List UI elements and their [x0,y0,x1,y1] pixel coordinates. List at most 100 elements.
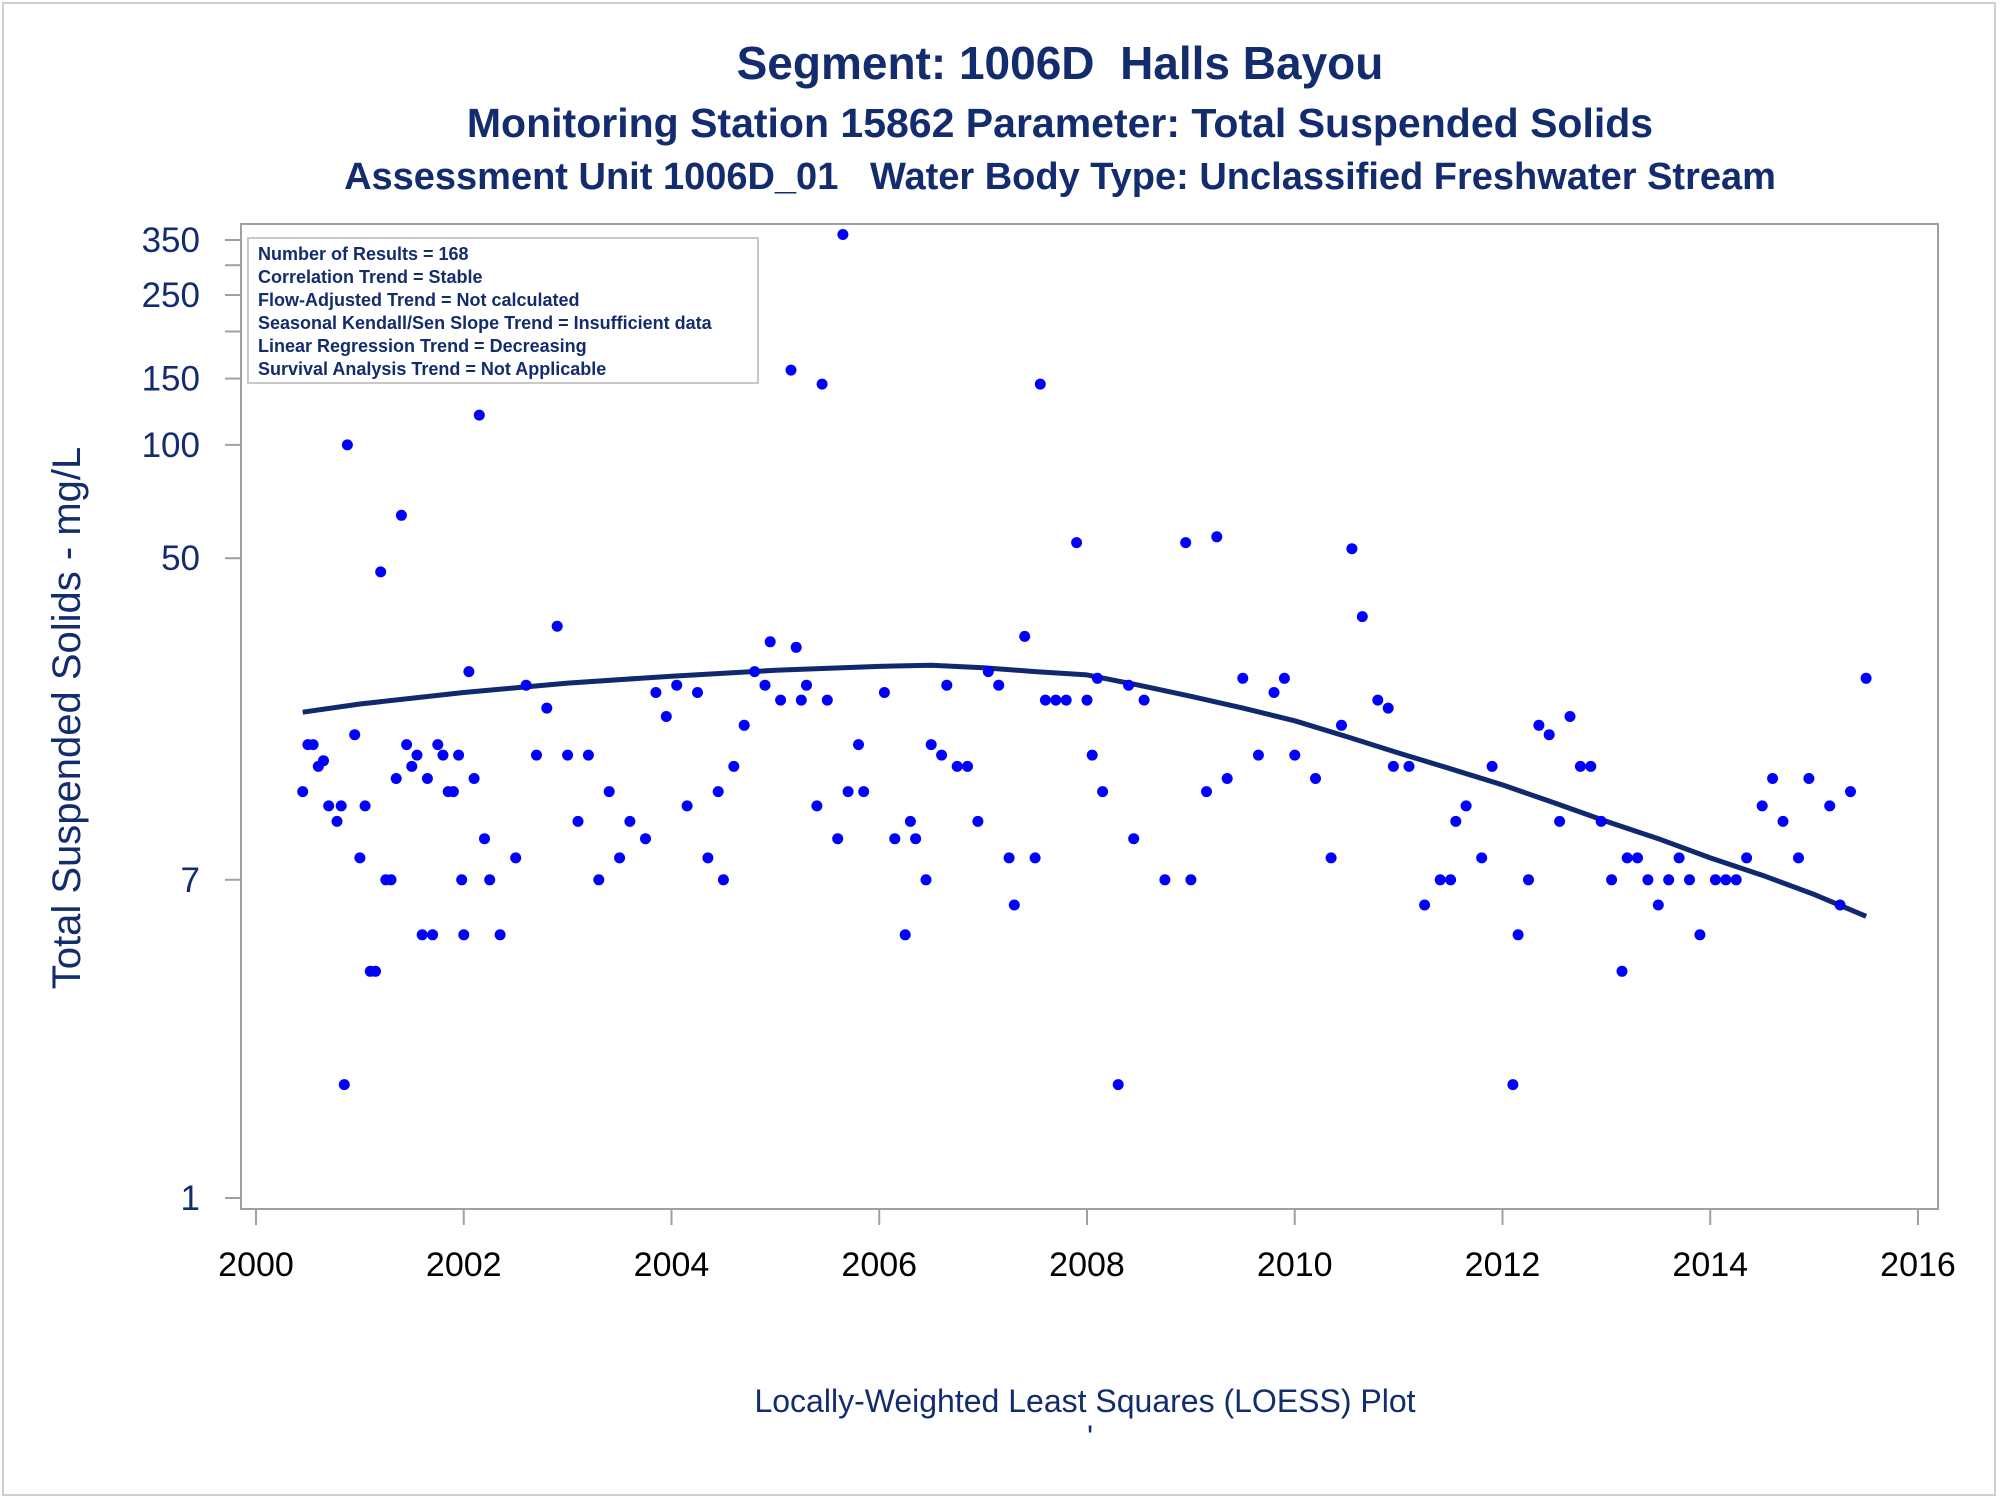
data-point [1720,874,1732,886]
loess-curve [302,662,1868,919]
stats-box-border [247,237,759,384]
data-point [899,929,911,941]
data-point [1793,852,1804,864]
stat-seasonal-kendall-trend: Seasonal Kendall/Sen Slope Trend = Insuf… [258,313,713,333]
data-point [1694,929,1706,941]
data-point [1595,815,1607,827]
chart-subtitle-assessment: Assessment Unit 1006D_01 Water Body Type… [344,156,1776,198]
data-point [1673,852,1685,864]
footnote-mark: ' [1087,1419,1093,1455]
data-point [572,815,584,827]
data-point [1523,874,1534,886]
data-point [1642,874,1654,886]
data-point [1336,719,1347,731]
data-point [1278,672,1290,684]
data-point [1325,852,1337,864]
data-point [1512,929,1524,941]
data-point [1112,1079,1124,1091]
data-point [1128,833,1140,845]
data-point [1730,874,1742,886]
y-tick-label: 100 [142,426,200,465]
data-point [1450,815,1462,827]
stat-flow-adjusted-trend: Flow-Adjusted Trend = Not calculated [258,290,580,310]
x-tick-label: 2002 [426,1246,502,1284]
data-point [1356,611,1368,623]
data-point [904,815,916,827]
data-point [816,378,828,390]
data-point [562,749,574,761]
data-point [1060,694,1072,706]
data-point [702,852,714,864]
data-point [1606,874,1618,886]
data-point [1081,694,1093,706]
x-tick-label: 2006 [841,1246,917,1284]
data-point [821,694,833,706]
chart-title: Segment: 1006D Halls Bayou [736,37,1384,89]
data-point [832,833,844,845]
data-point [775,694,787,706]
data-point [1564,711,1576,722]
data-point [1445,874,1457,886]
data-point [1382,702,1394,714]
data-point [1237,672,1249,684]
data-point [1616,965,1628,977]
x-tick-label: 2004 [634,1246,710,1284]
data-point [764,636,776,648]
data-point [395,509,407,521]
data-point [993,679,1005,691]
data-point [370,965,381,977]
data-point [853,739,864,751]
data-point [1860,672,1872,684]
data-point [1008,899,1020,911]
data-point [1138,694,1150,706]
data-point [920,874,932,886]
data-point [1029,852,1041,864]
data-point [1434,874,1446,886]
data-point [1507,1079,1519,1091]
data-point [640,833,651,845]
data-point [858,786,870,798]
data-point [473,409,485,421]
data-point [1476,852,1488,864]
stat-survival-analysis-trend: Survival Analysis Trend = Not Applicable [258,359,606,379]
x-tick-label: 2014 [1672,1246,1748,1284]
data-point [1403,760,1415,772]
data-point [1777,815,1789,827]
data-point [421,773,433,784]
data-point [447,786,459,798]
data-point [1159,874,1171,886]
data-point [1185,874,1197,886]
data-point [1268,687,1280,698]
data-point [375,566,387,578]
data-point [432,739,444,751]
data-point [318,755,329,767]
data-point [1824,800,1836,812]
data-point [951,760,963,772]
data-point [1574,760,1586,772]
data-point [603,786,615,798]
y-tick-label: 250 [142,276,200,315]
data-point [390,773,402,784]
data-point [1632,852,1643,864]
data-point [416,929,428,941]
data-point [749,666,761,678]
data-point [1460,800,1472,812]
data-point [541,702,553,714]
data-point [738,719,750,731]
data-point [1091,672,1103,684]
data-point [1039,694,1051,706]
data-point [1741,852,1753,864]
data-point [494,929,506,941]
data-point [385,874,397,886]
data-point [335,800,347,812]
data-point [972,815,984,827]
data-point [1533,719,1545,731]
data-point [1621,852,1633,864]
plot-area [240,223,1939,1210]
y-axis-title: Total Suspended Solids - mg/L [45,447,89,990]
data-point [1419,899,1431,911]
data-point [354,852,366,864]
data-point [1803,773,1815,784]
